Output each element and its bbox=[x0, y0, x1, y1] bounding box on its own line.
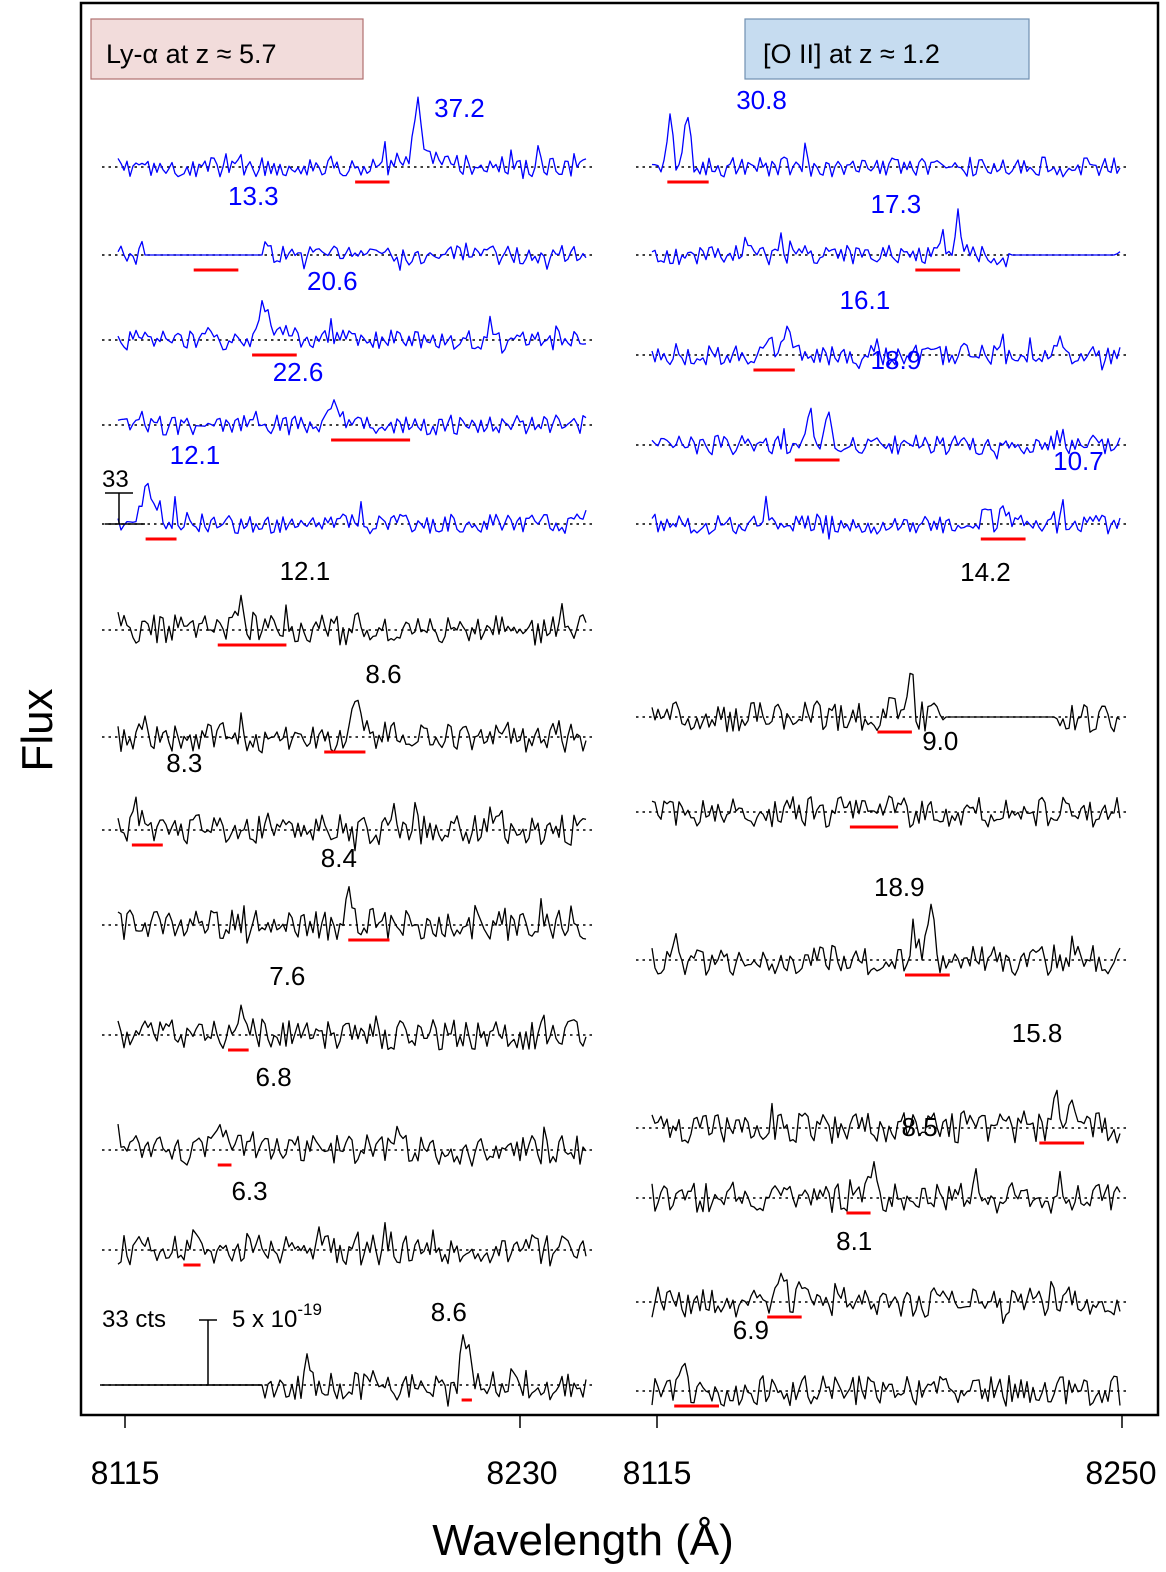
flux-value-label: 8.3 bbox=[166, 748, 202, 778]
flux-value-label: 6.3 bbox=[231, 1176, 267, 1206]
x-tick-label-left-max: 8230 bbox=[486, 1455, 557, 1491]
scale-bar-small-label: 33 bbox=[102, 466, 129, 493]
spectrum-trace bbox=[651, 495, 1121, 540]
spectrum-left-9: 7.6 bbox=[102, 961, 595, 1052]
spectrum-trace bbox=[651, 113, 1121, 178]
spectrum-right-0: 30.8 bbox=[636, 85, 1130, 184]
scale-bar-flux-exponent: -19 bbox=[297, 1300, 322, 1319]
spectrum-left-2: 20.6 bbox=[102, 266, 595, 357]
flux-value-label: 8.5 bbox=[902, 1112, 938, 1142]
flux-value-label: 10.7 bbox=[1053, 446, 1104, 476]
spectrum-right-5: 14.2 bbox=[636, 557, 1130, 734]
flux-value-label: 13.3 bbox=[228, 181, 279, 211]
flux-value-label: 7.6 bbox=[269, 961, 305, 991]
spectrum-trace bbox=[117, 399, 587, 436]
spectrum-left-11: 6.3 bbox=[102, 1176, 595, 1267]
spectrum-right-11: 6.9 bbox=[636, 1315, 1130, 1408]
left-panel-title: Ly-α at z ≈ 5.7 bbox=[106, 39, 277, 69]
spectrum-left-0: 37.2 bbox=[102, 93, 595, 184]
spectrum-right-4: 10.7 bbox=[636, 446, 1130, 541]
spectrum-right-2: 16.1 bbox=[636, 285, 1130, 372]
flux-value-label: 15.8 bbox=[1012, 1018, 1063, 1048]
flux-value-label: 14.2 bbox=[960, 557, 1011, 587]
flux-value-label: 6.9 bbox=[733, 1315, 769, 1345]
scale-bar-flux-label: 5 x 10-19 bbox=[232, 1300, 322, 1333]
spectrum-left-10: 6.8 bbox=[102, 1062, 595, 1167]
left-panel: 37.2 13.3 20.6 22.6 12.1 12.1 8.6 8.3 8.4 7.6 6.8 6… bbox=[102, 93, 595, 1407]
flux-value-label: 8.6 bbox=[365, 659, 401, 689]
x-tick-label-right-max: 8250 bbox=[1085, 1455, 1156, 1491]
flux-value-label: 22.6 bbox=[273, 357, 324, 387]
spectrum-trace bbox=[117, 796, 587, 852]
right-title-box bbox=[744, 18, 1030, 80]
spectrum-trace bbox=[117, 482, 587, 535]
right-panel: 30.8 17.3 16.1 18.9 10.7 14.2 9.0 18.9 15.8 8.5 8.… bbox=[636, 85, 1130, 1408]
spectrum-trace bbox=[118, 1334, 587, 1407]
spectrum-trace bbox=[651, 407, 1121, 460]
spectrum-left-5: 12.1 bbox=[102, 556, 595, 647]
spectrum-trace bbox=[117, 240, 587, 271]
y-axis-label: Flux bbox=[13, 688, 62, 771]
spectrum-trace bbox=[651, 325, 1121, 371]
spectrum-left-8: 8.4 bbox=[102, 843, 595, 944]
plot-frame bbox=[79, 1, 1160, 1417]
spectrum-trace bbox=[651, 208, 1121, 268]
spectrum-trace bbox=[651, 672, 1121, 733]
flux-value-label: 6.8 bbox=[256, 1062, 292, 1092]
spectrum-trace bbox=[651, 795, 1121, 828]
spectrum-trace bbox=[651, 903, 1121, 976]
flux-value-label: 9.0 bbox=[922, 726, 958, 756]
flux-value-label: 16.1 bbox=[840, 285, 891, 315]
flux-value-label: 18.9 bbox=[874, 872, 925, 902]
spectrum-left-1: 13.3 bbox=[102, 181, 595, 272]
x-tick-label-left-min: 8115 bbox=[91, 1455, 160, 1491]
flux-value-label: 20.6 bbox=[307, 266, 358, 296]
spectrum-left-6: 8.6 bbox=[102, 659, 595, 754]
x-tick-label-right-min: 8115 bbox=[623, 1455, 692, 1491]
spectrum-right-8: 15.8 bbox=[636, 1018, 1130, 1145]
spectrum-trace bbox=[117, 96, 587, 180]
x-axis-label: Wavelength (Å) bbox=[432, 1516, 734, 1565]
spectrum-left-12: 8.6 bbox=[102, 1297, 595, 1407]
spectrum-trace bbox=[117, 1004, 587, 1051]
flux-value-label: 17.3 bbox=[871, 189, 922, 219]
spectrum-trace bbox=[651, 1161, 1121, 1214]
spectrum-left-4: 12.1 bbox=[102, 440, 595, 541]
spectrum-right-9: 8.5 bbox=[636, 1112, 1130, 1215]
spectrum-left-3: 22.6 bbox=[102, 357, 595, 442]
spectrum-trace bbox=[117, 1221, 587, 1267]
flux-value-label: 12.1 bbox=[280, 556, 331, 586]
flux-value-label: 18.9 bbox=[871, 345, 922, 375]
flux-value-label: 8.1 bbox=[836, 1226, 872, 1256]
scale-bar-counts-label: 33 cts bbox=[102, 1306, 166, 1333]
flux-value-label: 8.6 bbox=[431, 1297, 467, 1327]
spectrum-right-3: 18.9 bbox=[636, 345, 1130, 462]
spectrum-trace bbox=[117, 699, 587, 754]
flux-value-label: 30.8 bbox=[736, 85, 787, 115]
left-title-box bbox=[90, 18, 364, 80]
spectrum-right-6: 9.0 bbox=[636, 726, 1130, 829]
right-panel-title: [O II] at z ≈ 1.2 bbox=[763, 39, 940, 69]
spectrum-right-1: 17.3 bbox=[636, 189, 1130, 272]
x-axis: 8115 8230 8115 8250 bbox=[91, 1415, 1157, 1491]
flux-value-label: 37.2 bbox=[434, 93, 485, 123]
scale-bar-flux-mantissa: 5 x 10 bbox=[232, 1306, 297, 1333]
flux-value-label: 8.4 bbox=[321, 843, 357, 873]
spectrum-trace bbox=[651, 1089, 1121, 1144]
spectrum-right-7: 18.9 bbox=[636, 872, 1130, 977]
spectrum-trace bbox=[651, 1272, 1121, 1325]
spectrum-right-10: 8.1 bbox=[636, 1226, 1130, 1325]
spectrum-left-7: 8.3 bbox=[102, 748, 595, 852]
flux-value-label: 12.1 bbox=[170, 440, 221, 470]
spectrum-trace bbox=[117, 299, 587, 354]
scale-bar-main: 33 cts 5 x 10-19 bbox=[100, 1300, 322, 1386]
spectrum-trace bbox=[117, 594, 587, 646]
spectrum-trace bbox=[651, 1362, 1121, 1407]
spectrum-trace bbox=[117, 1123, 587, 1167]
scale-bar-small: 33 bbox=[102, 466, 145, 525]
spectrum-trace bbox=[117, 885, 587, 944]
